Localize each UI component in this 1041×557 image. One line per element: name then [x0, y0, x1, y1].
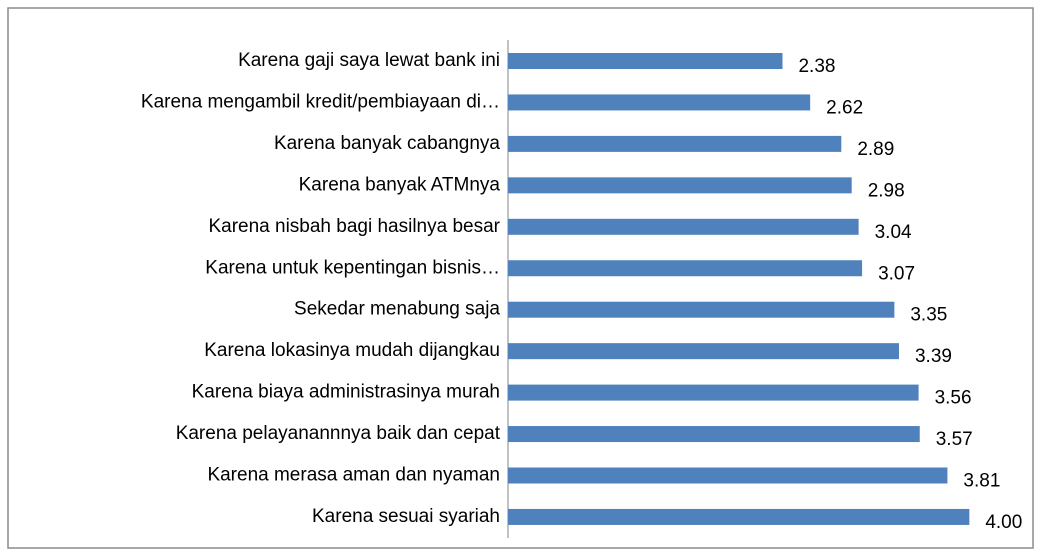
- bar: [508, 260, 863, 277]
- y-tick-label: Karena banyak cabangnya: [274, 133, 500, 154]
- y-tick-label: Karena nisbah bagi hasilnya besar: [208, 216, 500, 237]
- bar: [508, 343, 899, 360]
- data-label: 2.62: [826, 97, 863, 118]
- data-label: 3.35: [910, 305, 947, 326]
- y-tick-label: Karena pelayanannnya baik dan cepat: [176, 423, 501, 444]
- y-tick-label: Karena biaya administrasinya murah: [192, 382, 500, 403]
- bar: [508, 53, 783, 69]
- data-label: 3.56: [935, 388, 972, 409]
- bar: [508, 135, 842, 152]
- y-tick-label: Karena merasa aman dan nyaman: [207, 465, 500, 486]
- data-label: 2.38: [798, 56, 835, 77]
- bar: [508, 301, 895, 318]
- bar: [508, 467, 948, 484]
- bar: [508, 94, 811, 111]
- y-tick-label: Karena mengambil kredit/pembiayaan di…: [141, 91, 500, 112]
- data-label: 2.98: [868, 180, 905, 201]
- data-label: 3.81: [963, 471, 1000, 492]
- data-label: 3.57: [936, 429, 973, 450]
- y-tick-label: Karena lokasinya mudah dijangkau: [204, 340, 500, 361]
- data-label: 2.89: [857, 139, 894, 160]
- bar: [508, 508, 970, 525]
- bar: [508, 218, 859, 235]
- y-tick-label: Karena gaji saya lewat bank ini: [238, 50, 500, 71]
- bar: [508, 177, 852, 194]
- data-label: 3.07: [878, 263, 915, 284]
- bar: [508, 426, 920, 443]
- y-tick-label: Karena sesuai syariah: [312, 506, 500, 527]
- y-tick-label: Karena banyak ATMnya: [299, 174, 501, 195]
- data-label: 3.04: [875, 222, 912, 243]
- data-label: 3.39: [915, 346, 952, 367]
- y-tick-label: Sekedar menabung saja: [294, 299, 500, 320]
- y-tick-label: Karena untuk kepentingan bisnis…: [205, 257, 500, 278]
- data-label: 4.00: [985, 512, 1022, 533]
- bar: [508, 384, 919, 401]
